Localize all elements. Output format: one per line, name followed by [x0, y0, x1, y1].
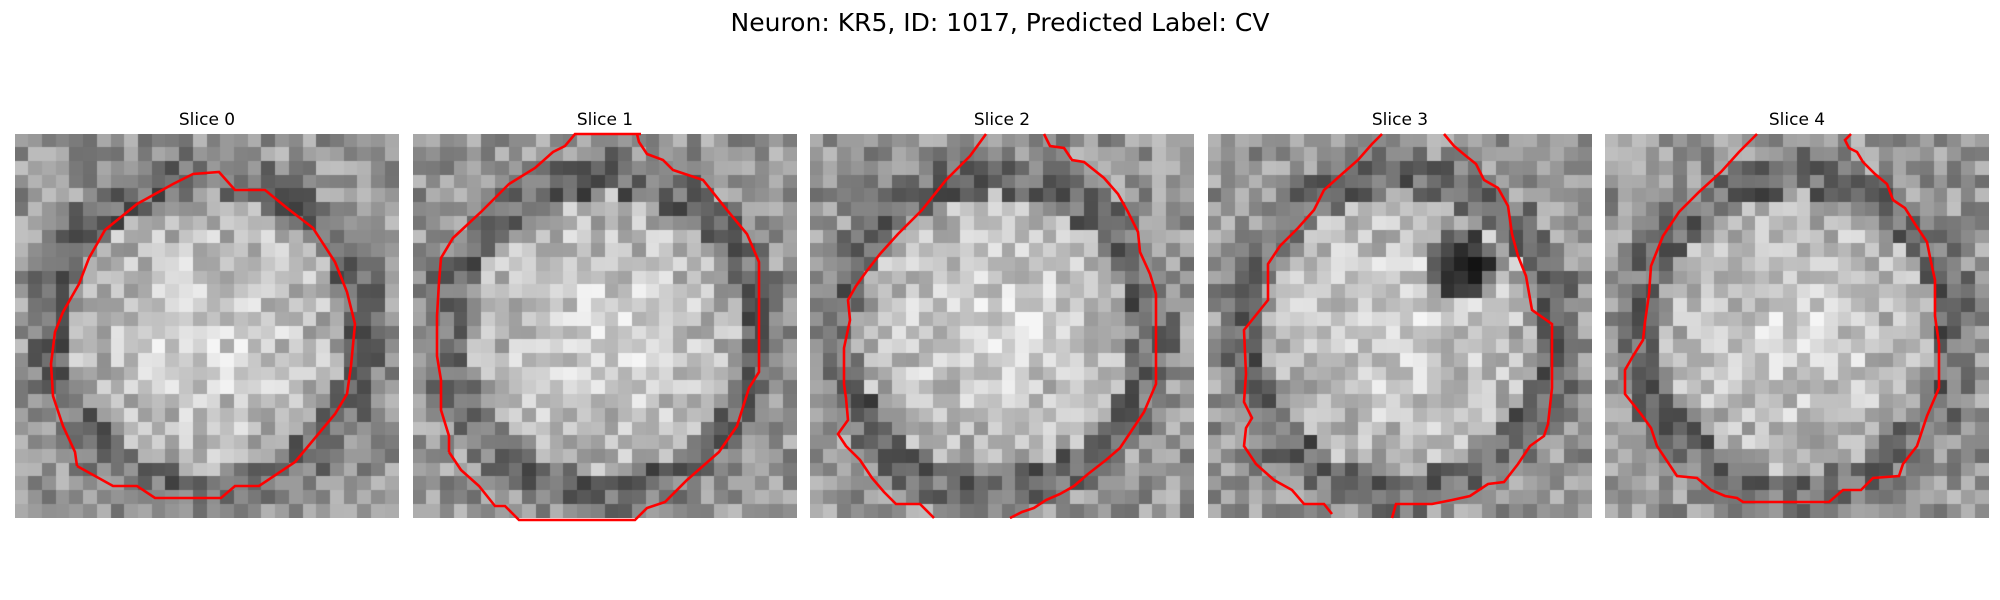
- slice-contour-4: [1623, 133, 1941, 504]
- slice-panel-0: Slice 0: [15, 108, 399, 518]
- slice-title-0: Slice 0: [178, 110, 236, 130]
- slice-title-4: Slice 4: [1768, 110, 1826, 130]
- slice-contour-1: [435, 132, 761, 522]
- slice-panel-3: Slice 3: [1208, 108, 1592, 519]
- slice-panel-4: Slice 4: [1605, 108, 1989, 518]
- slice-panel-1: Slice 1: [413, 108, 797, 522]
- slice-title-2: Slice 2: [973, 110, 1031, 130]
- slice-image-0: [15, 134, 399, 518]
- slice-contour-0: [49, 170, 357, 500]
- slice-contour-2: [836, 133, 1158, 520]
- figure-title: Neuron: KR5, ID: 1017, Predicted Label: …: [730, 8, 1270, 37]
- slice-image-4: [1605, 134, 1989, 518]
- slice-image-3: [1208, 134, 1592, 518]
- slice-title-1: Slice 1: [576, 110, 634, 130]
- slice-panel-2: Slice 2: [810, 108, 1194, 520]
- slice-title-3: Slice 3: [1371, 110, 1429, 130]
- slice-contour-3: [1242, 133, 1554, 519]
- slice-image-1: [413, 134, 797, 518]
- slice-image-2: [810, 134, 1194, 518]
